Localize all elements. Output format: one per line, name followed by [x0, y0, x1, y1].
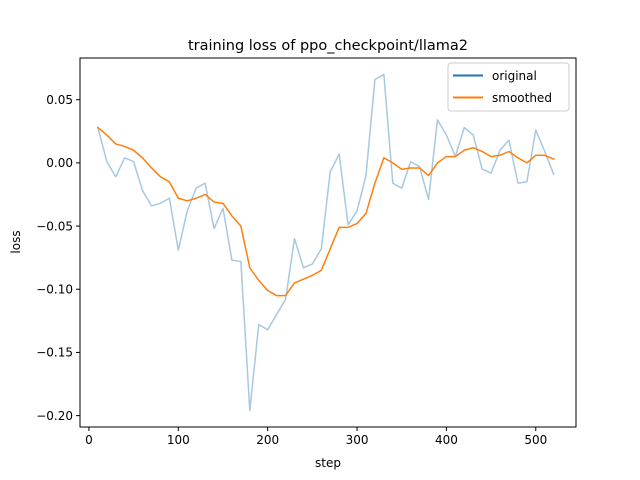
legend: original smoothed	[447, 62, 570, 112]
x-tick-label: 500	[524, 433, 547, 447]
chart-title: training loss of ppo_checkpoint/llama2	[188, 38, 468, 54]
y-axis-ticks: −0.20 −0.15 −0.10 −0.05 0.00 0.05	[36, 93, 80, 423]
y-tick-label: −0.20	[36, 409, 73, 423]
y-tick-label: 0.05	[46, 93, 73, 107]
series-line-original	[96, 73, 555, 412]
x-axis-label: step	[315, 456, 341, 470]
x-tick-label: 100	[167, 433, 190, 447]
y-axis-label: loss	[9, 230, 23, 253]
series-line-smoothed	[96, 126, 555, 297]
legend-label-smoothed: smoothed	[492, 91, 552, 105]
x-tick-label: 0	[85, 433, 93, 447]
legend-label-original: original	[492, 69, 537, 83]
x-tick-label: 300	[346, 433, 369, 447]
plot-area-frame	[79, 57, 577, 428]
y-tick-label: 0.00	[46, 156, 73, 170]
x-tick-label: 400	[435, 433, 458, 447]
y-tick-label: −0.05	[36, 219, 73, 233]
plot-lines	[96, 73, 555, 412]
y-tick-label: −0.10	[36, 282, 73, 296]
y-tick-label: −0.15	[36, 346, 73, 360]
x-axis-ticks: 0 100 200 300 400 500	[85, 427, 547, 447]
x-tick-label: 200	[256, 433, 279, 447]
